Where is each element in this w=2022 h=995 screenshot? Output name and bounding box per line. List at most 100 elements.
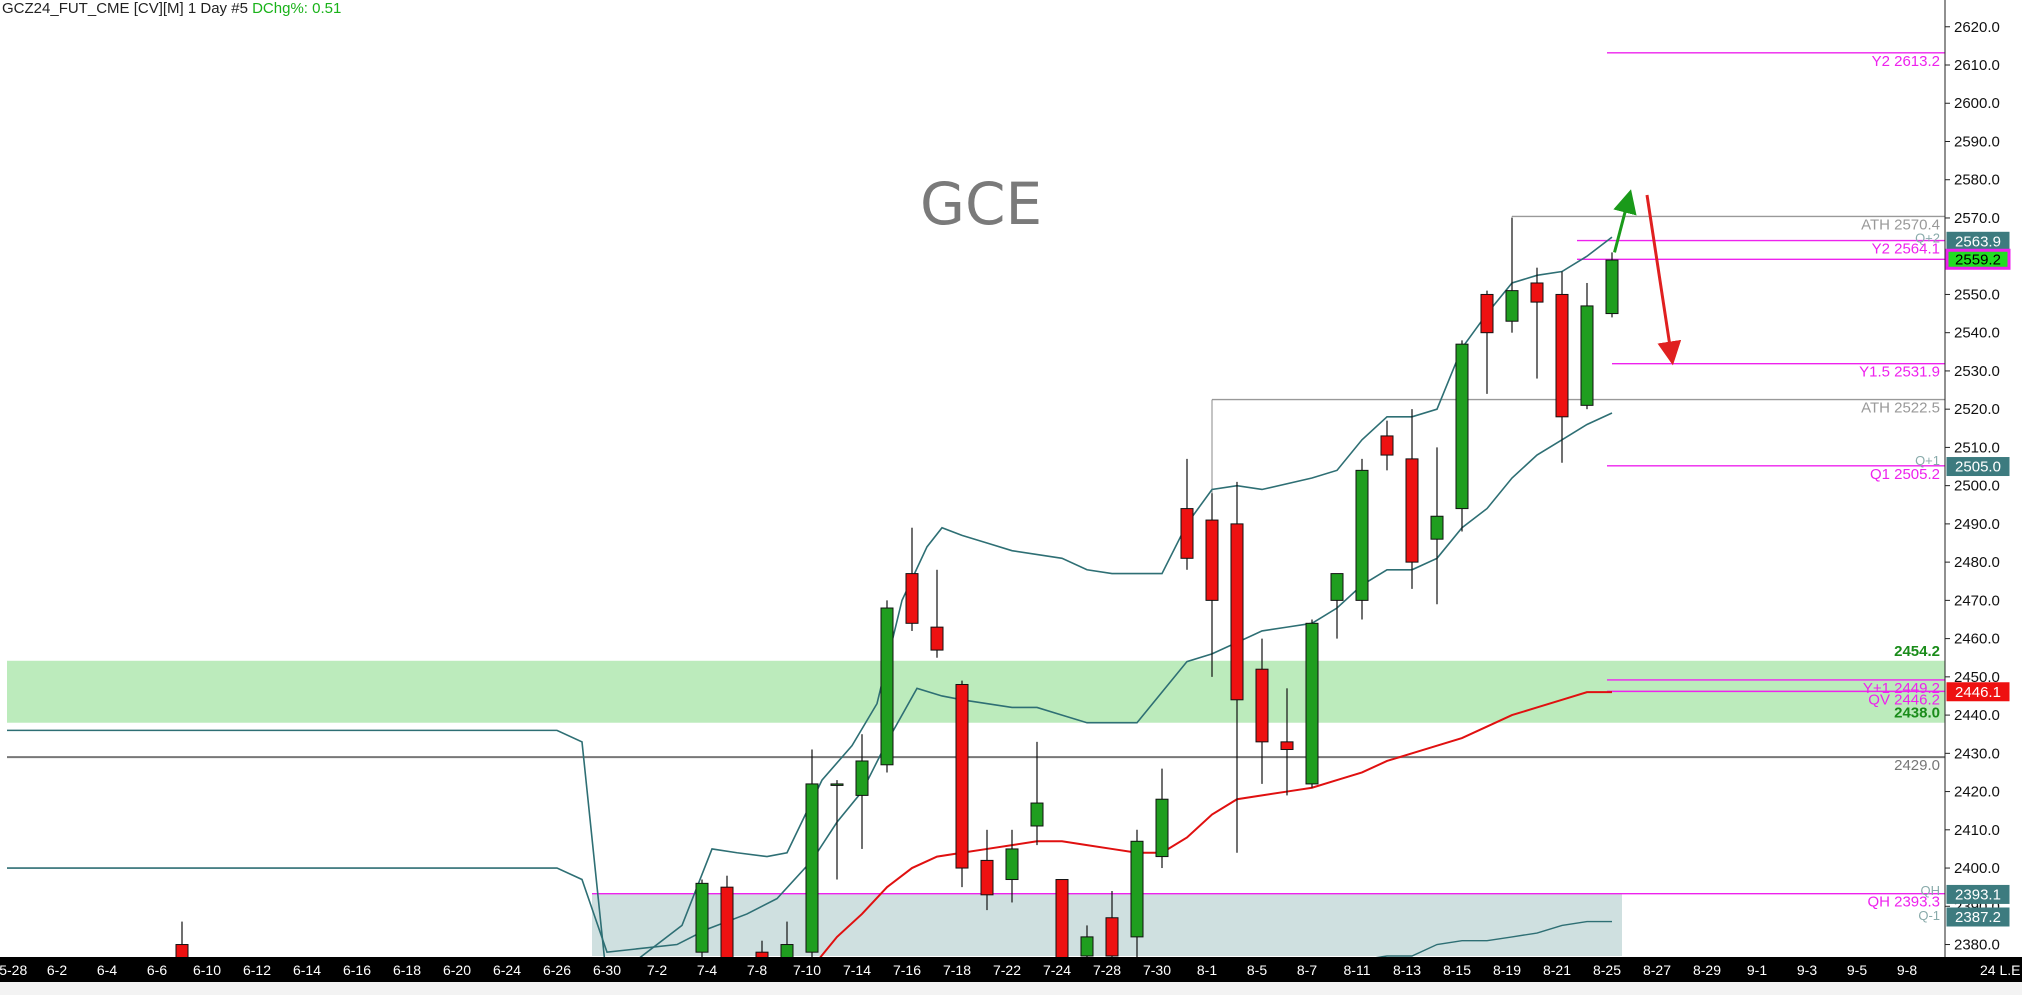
zones-layer — [7, 660, 1945, 956]
tag-2387-bg — [1946, 907, 2010, 927]
moving-average-line — [811, 691, 1612, 969]
candle-body-up — [1580, 305, 1594, 406]
candle-body-down — [1530, 282, 1544, 303]
tag-2505-text: 2505.0 — [1955, 459, 2001, 476]
x-tick-label: 6-4 — [97, 962, 117, 978]
x-tick-label: 8-7 — [1297, 962, 1317, 978]
candle-body-down — [1205, 519, 1219, 601]
level-2429-label: 2429.0 — [1894, 757, 1940, 774]
q1-line-label: Q1 2505.2 — [1870, 466, 1940, 483]
candle — [1355, 458, 1369, 620]
tag-2387-text: 2387.2 — [1955, 909, 2001, 926]
candle-body-down — [1405, 458, 1419, 563]
tag-2446-text: 2446.1 — [1955, 684, 2001, 701]
candle — [1180, 458, 1194, 570]
candle-body-up — [1505, 290, 1519, 322]
y-tick-label: 2440.0 — [1954, 707, 2000, 724]
ath-2522-label: ATH 2522.5 — [1861, 400, 1940, 417]
x-tick-label: 8-11 — [1344, 962, 1371, 978]
x-tick-label: 4-5-28 — [0, 962, 27, 978]
qh-line-label: QH 2393.3 — [1867, 894, 1940, 911]
y-tick-label: 2430.0 — [1954, 745, 2000, 762]
lower-band-line — [7, 412, 1613, 954]
candle — [1205, 493, 1219, 677]
candle — [1130, 829, 1144, 968]
candle-body-up — [1605, 259, 1619, 315]
candle-body-up — [1005, 848, 1019, 881]
candle-body-down — [980, 859, 994, 896]
candle-body-up — [1455, 343, 1469, 510]
tag-2559-bg — [1945, 248, 2011, 270]
y-tick-label: 2490.0 — [1954, 516, 2000, 533]
candle-body-up — [855, 760, 869, 796]
footer-bar — [0, 982, 2022, 995]
corner-label: 24 L.E — [1980, 962, 2020, 978]
candle — [905, 527, 919, 631]
candle — [1580, 282, 1594, 410]
candle-body-down — [1555, 293, 1569, 418]
candle — [1605, 252, 1619, 318]
x-tick-label: 8-27 — [1643, 962, 1671, 978]
y-tick-label: 2580.0 — [1954, 172, 2000, 189]
symbol-watermark: GCE — [920, 170, 1043, 238]
candle — [830, 780, 844, 880]
y-tick-label: 2550.0 — [1954, 286, 2000, 303]
x-tick-label: 9-1 — [1747, 962, 1767, 978]
x-tick-label: 8-1 — [1197, 962, 1217, 978]
zone-bottom-label: 2438.0 — [1894, 705, 1940, 722]
tag-2393-bg — [1946, 884, 2010, 904]
tag-2446-bg — [1946, 682, 2010, 702]
candle-body-up — [1030, 802, 1044, 827]
x-tick-label: 6-20 — [443, 962, 471, 978]
x-tick-label: 8-13 — [1393, 962, 1421, 978]
y-tick-label: 2610.0 — [1954, 57, 2000, 74]
x-tick-label: 7-18 — [943, 962, 971, 978]
candle-body-up — [1080, 936, 1094, 957]
candle-body-down — [1280, 741, 1294, 751]
price-axis: 2380.02390.02400.02410.02420.02430.02440… — [1944, 0, 2022, 957]
candle — [1555, 271, 1569, 463]
x-tick-label: 6-16 — [343, 962, 371, 978]
candle-body-up — [880, 607, 894, 766]
tag-2505: 2505.0 — [1946, 457, 2010, 477]
x-tick-label: 9-5 — [1847, 962, 1867, 978]
y-tick-label: 2400.0 — [1954, 860, 2000, 877]
candle-body-up — [830, 783, 844, 786]
x-tick-label: 6-10 — [193, 962, 221, 978]
candle-body-up — [1130, 840, 1144, 938]
x-tick-label: 6-26 — [543, 962, 571, 978]
yplus1-line-label: Y+1 2449.2 — [1863, 680, 1940, 697]
interval-label: 1 Day #5 — [187, 0, 248, 17]
level-labels-layer: Y2 2613.2 ATH 2570.4 Y2 2564.1 Y1.5 2531.9 A… — [1859, 53, 2011, 927]
x-tick-label: 6-2 — [47, 962, 67, 978]
x-tick-label: 8-19 — [1493, 962, 1521, 978]
x-tick-label: 7-28 — [1093, 962, 1121, 978]
candle-body-down — [1255, 668, 1269, 743]
candle — [1405, 409, 1419, 589]
x-tick-label: 7-4 — [697, 962, 717, 978]
x-tick-label: 7-2 — [647, 962, 667, 978]
candle-body-up — [1305, 622, 1319, 785]
y15-line-label: Y1.5 2531.9 — [1859, 364, 1940, 381]
candle-body-up — [695, 882, 709, 953]
q-plus-2-label: Q+2 — [1915, 231, 1940, 246]
candle-body-down — [720, 886, 734, 968]
x-tick-label: 7-14 — [843, 962, 871, 978]
y-tick-label: 2420.0 — [1954, 784, 2000, 801]
y-tick-label: 2500.0 — [1954, 478, 2000, 495]
change-label: DChg%: 0.51 — [252, 0, 342, 17]
candles-layer — [175, 217, 1619, 983]
candle — [955, 680, 969, 888]
candle — [1480, 290, 1494, 394]
date-axis-bg — [0, 957, 2022, 982]
x-tick-label: 8-25 — [1593, 962, 1621, 978]
y-tick-label: 2620.0 — [1954, 19, 2000, 36]
candle — [1005, 829, 1019, 903]
candle — [1430, 447, 1444, 605]
y-tick-label: 2470.0 — [1954, 592, 2000, 609]
candle — [1380, 420, 1394, 471]
candle — [855, 734, 869, 849]
y-tick-label: 2520.0 — [1954, 401, 2000, 418]
y-tick-label: 2380.0 — [1954, 937, 2000, 954]
